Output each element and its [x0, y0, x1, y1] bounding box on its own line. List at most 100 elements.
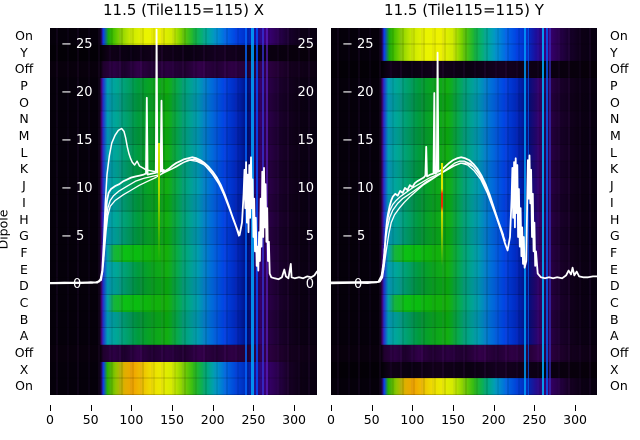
row-label-c-16: C — [610, 294, 619, 310]
heatmap-row-a-18 — [50, 328, 317, 346]
interference-line-2 — [541, 28, 545, 395]
row-label-x-20: X — [610, 361, 619, 377]
inner-ytick-left-15: − 15 — [61, 133, 93, 148]
row-label-e-14: E — [20, 261, 28, 277]
power-trace-main — [331, 51, 597, 285]
power-trace-trace4 — [331, 162, 504, 284]
x-tick-label-300: 300 — [563, 412, 587, 427]
inner-ytick-left-10: − 10 — [342, 181, 374, 196]
heatmap-row-c-16 — [331, 294, 597, 313]
row-separator-texture — [50, 28, 317, 395]
x-tick-label-250: 250 — [241, 412, 266, 427]
inner-ytick-left-20: − 20 — [61, 85, 93, 100]
row-label-b-17: B — [610, 311, 619, 327]
row-label-d-15: D — [610, 278, 620, 294]
inner-ytick-right-25: 25 — [297, 37, 314, 52]
heatmap-row-off-2 — [331, 61, 597, 79]
row-label-on-21: On — [15, 378, 33, 394]
inner-ytick-right-10: 10 — [297, 181, 314, 196]
row-label-i-10: I — [22, 194, 26, 210]
row-label-a-18: A — [610, 328, 619, 344]
heatmap-row-on-0 — [331, 28, 597, 46]
heatmap-panel-x: − 25 25 − 20 20 − 15 15 − 10 10 − 5 5 0 0 — [50, 28, 317, 395]
power-curves-overlay — [331, 51, 597, 285]
heatmap-row-off-2 — [50, 61, 317, 79]
power-trace-trace2 — [331, 160, 506, 285]
power-trace-main — [50, 28, 317, 285]
spike-frequency-line — [440, 163, 443, 266]
row-label-a-18: A — [19, 328, 29, 344]
inner-ytick-left-25: − 25 — [342, 37, 374, 52]
inner-ytick-left-25: − 25 — [61, 37, 93, 52]
row-label-h-11: H — [19, 211, 29, 227]
heatmap-row-g-12 — [50, 228, 317, 246]
x-tick-label-100: 100 — [119, 412, 144, 427]
heatmap-row-f-13 — [50, 244, 317, 263]
vertical-noise-texture — [50, 28, 317, 395]
x-tick-mark — [371, 405, 373, 411]
heatmap-row-y-1 — [50, 44, 317, 62]
plot-title-x: 11.5 (Tile115=115) X — [102, 1, 264, 19]
row-label-m-6: M — [18, 128, 30, 144]
inner-ytick-left-5: − 5 — [342, 229, 366, 244]
x-tick-mark — [493, 405, 495, 411]
x-tick-mark — [331, 405, 332, 411]
x-tick-label-150: 150 — [441, 412, 465, 427]
row-label-off-19: Off — [610, 344, 629, 360]
inner-ytick-left-10: − 10 — [61, 181, 93, 196]
row-label-n-5: N — [19, 111, 29, 127]
heatmap-row-x-20 — [331, 361, 597, 379]
vertical-noise-texture — [331, 28, 597, 395]
row-label-o-4: O — [610, 94, 620, 110]
heatmap-row-l-7 — [331, 144, 597, 162]
interference-line-2 — [255, 28, 258, 395]
row-label-i-10: I — [610, 194, 614, 210]
inner-ytick-left-0: 0 — [73, 277, 82, 292]
inner-ytick-right-15: 15 — [297, 133, 314, 148]
x-tick-mark — [172, 405, 174, 411]
row-label-p-3: P — [610, 78, 618, 94]
heatmap-row-c-16 — [50, 294, 317, 313]
x-tick-label-150: 150 — [160, 412, 184, 427]
inner-ytick-right-20: 20 — [297, 85, 314, 100]
x-tick-mark — [131, 405, 133, 411]
row-label-k-8: K — [610, 161, 619, 177]
x-tick-label-200: 200 — [481, 412, 506, 427]
heatmap-row-m-6 — [331, 128, 597, 146]
x-tick-label-0: 0 — [46, 412, 54, 427]
heatmap-row-f-13 — [331, 244, 597, 263]
power-trace-trace2 — [50, 159, 240, 285]
heatmap-row-o-4 — [50, 94, 317, 112]
heatmap-row-on-0 — [50, 28, 317, 46]
heatmap-row-o-4 — [331, 94, 597, 112]
spike-frequency-line — [158, 142, 161, 263]
heatmap-row-off-19 — [50, 344, 317, 363]
row-label-j-9: J — [610, 178, 614, 194]
inner-ytick-left-20: − 20 — [342, 85, 374, 100]
row-label-f-13: F — [20, 244, 28, 260]
row-label-n-5: N — [610, 111, 620, 127]
row-label-h-11: H — [610, 211, 620, 227]
row-label-o-4: O — [19, 94, 29, 110]
row-label-b-17: B — [19, 311, 29, 327]
x-tick-label-50: 50 — [82, 412, 99, 427]
heatmap-panel-y: − 25 − 20 − 15 − 10 − 5 0 — [331, 28, 597, 395]
x-tick-mark — [412, 405, 414, 411]
x-tick-mark — [294, 405, 296, 411]
interference-line-1 — [527, 28, 530, 395]
row-label-on-0: On — [15, 28, 33, 43]
heatmap-row-x-20 — [50, 361, 317, 379]
heatmap-row-y-1 — [331, 44, 597, 62]
inner-ytick-right-0: 0 — [305, 277, 314, 292]
x-tick-label-300: 300 — [282, 412, 306, 427]
row-label-p-3: P — [20, 78, 28, 94]
row-label-off-19: Off — [14, 344, 34, 360]
inner-ytick-left-5: − 5 — [61, 229, 85, 244]
row-label-g-12: G — [610, 228, 620, 244]
heatmap-row-n-5 — [50, 111, 317, 129]
heatmap-row-h-11 — [331, 211, 597, 229]
row-label-x-20: X — [19, 361, 29, 377]
x-tick-label-250: 250 — [522, 412, 547, 427]
x-tick-label-0: 0 — [327, 412, 335, 427]
row-label-j-9: J — [22, 178, 26, 194]
